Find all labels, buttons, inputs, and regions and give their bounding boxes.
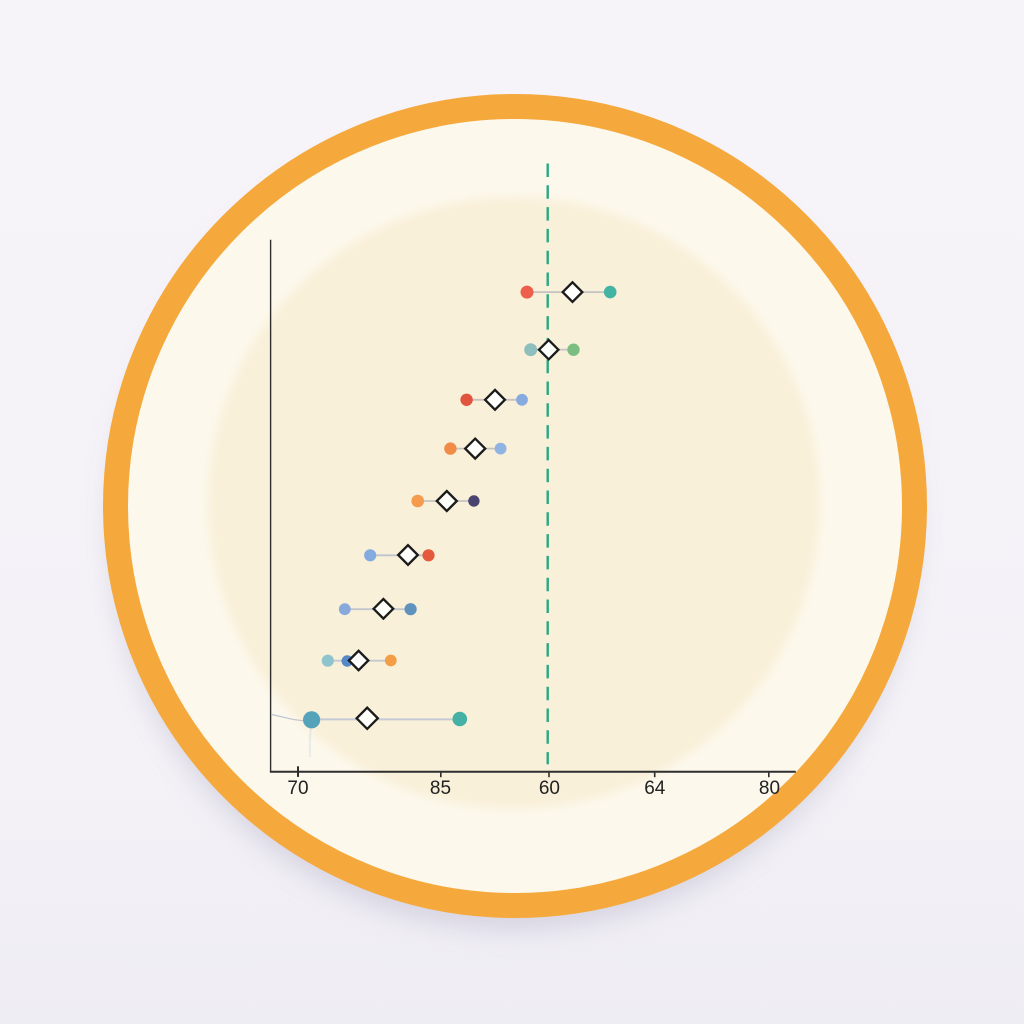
svg-text:70: 70: [287, 778, 308, 799]
svg-text:64: 64: [644, 778, 666, 799]
svg-text:85: 85: [430, 778, 451, 799]
svg-text:60: 60: [539, 778, 560, 799]
svg-text:80: 80: [759, 778, 780, 799]
